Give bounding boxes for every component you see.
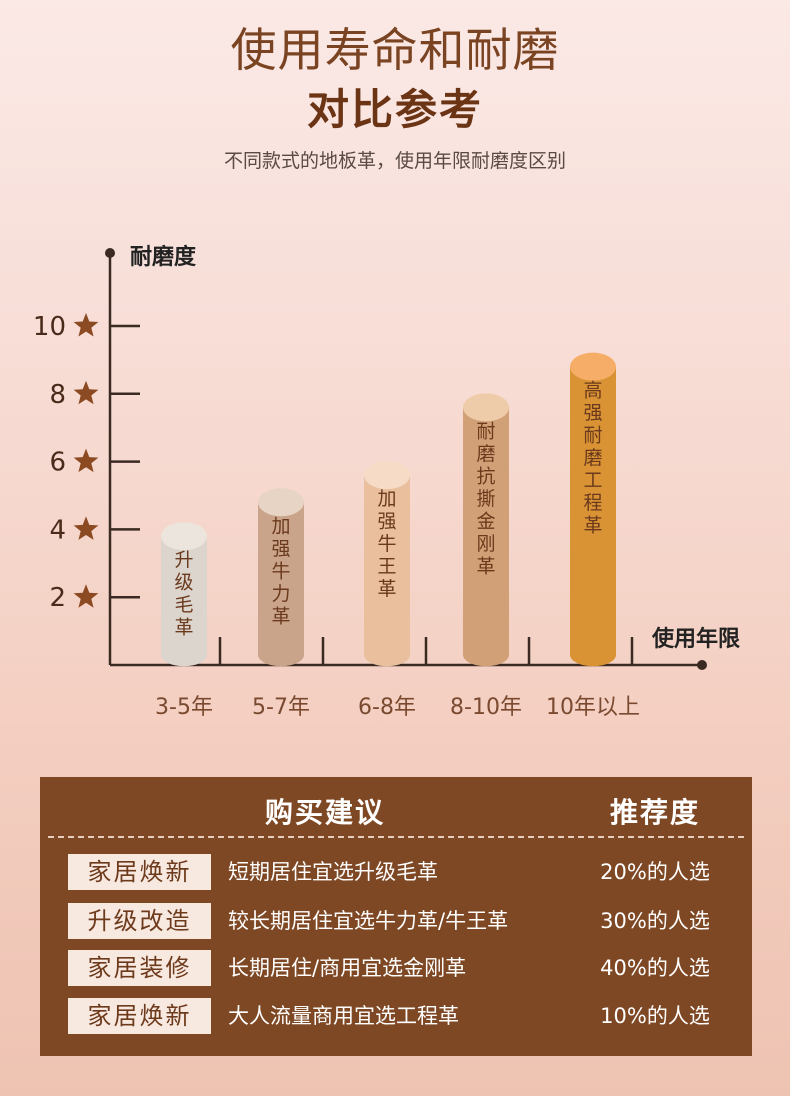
bar-top	[364, 461, 410, 490]
star-icon	[73, 448, 99, 473]
y-tick-label: 8	[49, 380, 66, 410]
bar-label-char: 磨	[583, 447, 602, 469]
bar	[364, 475, 411, 667]
page-subtitle: 不同款式的地板革，使用年限耐磨度区别	[223, 150, 566, 172]
x-tick-label: 8-10年	[450, 695, 522, 720]
advice-row: 家居装修 长期居住/商用宜选金刚革 40%的人选	[40, 950, 752, 988]
bar-label-char: 磨	[476, 443, 495, 465]
bar-top	[463, 393, 509, 422]
y-axis-label: 耐磨度	[130, 244, 197, 270]
bar-label-char: 级	[174, 572, 193, 594]
star-icon	[73, 584, 99, 608]
scenario-tag: 升级改造	[68, 903, 211, 939]
bar-label-char: 高	[583, 380, 602, 402]
divider	[48, 836, 744, 838]
bar-label-char: 革	[174, 617, 193, 639]
bar-label-char: 力	[271, 583, 290, 605]
page-title: 使用寿命和耐磨	[230, 23, 560, 77]
recommend-percent: 10%的人选	[600, 1004, 710, 1028]
x-axis-end-dot	[697, 660, 707, 670]
advice-text: 短期居住宜选升级毛革	[228, 860, 438, 884]
bar-label-char: 王	[377, 556, 396, 578]
durability-chart: 耐磨度使用年限246810升级毛革3-5年加强牛力革5-7年加强牛王革6-8年耐…	[33, 244, 740, 720]
bar-label-char: 刚	[476, 533, 495, 555]
recommend-percent: 40%的人选	[600, 956, 710, 980]
bar	[570, 366, 616, 667]
bar	[463, 407, 509, 667]
star-icon	[73, 516, 99, 540]
advice-column-header: 购买建议	[264, 796, 385, 829]
bar-label-char: 加	[271, 515, 290, 537]
bar-top	[161, 522, 207, 551]
star-icon	[73, 313, 99, 337]
scenario-tag: 家居焕新	[68, 998, 211, 1034]
bar-label-char: 抗	[476, 465, 495, 487]
bar-label-char: 毛	[174, 594, 193, 616]
advice-text: 大人流量商用宜选工程革	[228, 1004, 459, 1028]
bar-label-char: 强	[271, 538, 290, 560]
advice-text: 长期居住/商用宜选金刚革	[228, 956, 467, 980]
purchase-advice-panel: 购买建议 推荐度 家居焕新 短期居住宜选升级毛革 20%的人选 升级改造 较长期…	[40, 777, 752, 1056]
y-tick-label: 4	[49, 515, 66, 545]
recommend-percent: 30%的人选	[600, 909, 710, 933]
y-axis-end-dot	[105, 248, 115, 258]
advice-row: 升级改造 较长期居住宜选牛力革/牛王革 30%的人选	[40, 903, 752, 941]
scenario-tag: 家居装修	[68, 950, 211, 986]
bar-label-char: 升	[174, 549, 193, 571]
bar-label-char: 程	[583, 492, 602, 514]
advice-row: 家居焕新 短期居住宜选升级毛革 20%的人选	[40, 854, 752, 892]
bar	[161, 536, 207, 667]
bar-label-char: 耐	[583, 425, 602, 447]
bar-label-char: 革	[583, 515, 602, 537]
star-icon	[73, 380, 99, 405]
bar-label-char: 加	[377, 488, 396, 510]
bar-label-char: 耐	[476, 420, 495, 442]
recommend-column-header: 推荐度	[609, 796, 700, 829]
y-tick-label: 2	[49, 583, 66, 613]
scenario-tag: 家居焕新	[68, 854, 211, 890]
bar-label-char: 革	[476, 555, 495, 577]
x-tick-label: 3-5年	[155, 695, 213, 720]
page-title-emphasis: 对比参考	[306, 85, 483, 134]
x-tick-label: 10年以上	[546, 695, 640, 720]
y-tick-label: 10	[33, 312, 66, 342]
x-tick-label: 5-7年	[252, 695, 310, 720]
bar-label-char: 牛	[271, 560, 290, 582]
bar-label-char: 革	[271, 605, 290, 627]
bar-label-char: 革	[377, 578, 396, 600]
bar-top	[570, 352, 616, 381]
bar-label-char: 金	[476, 510, 495, 532]
advice-text: 较长期居住宜选牛力革/牛王革	[228, 909, 509, 933]
x-axis-label: 使用年限	[651, 626, 740, 652]
bar-top	[258, 488, 304, 517]
bar-label-char: 强	[583, 402, 602, 424]
bar-label-char: 撕	[476, 488, 495, 510]
bar	[258, 502, 304, 667]
bar-label-char: 工	[583, 470, 602, 492]
bar-label-char: 强	[377, 511, 396, 533]
recommend-percent: 20%的人选	[600, 860, 710, 884]
advice-row: 家居焕新 大人流量商用宜选工程革 10%的人选	[40, 998, 752, 1036]
x-tick-label: 6-8年	[358, 695, 416, 720]
bar-label-char: 牛	[377, 533, 396, 555]
y-tick-label: 6	[49, 448, 66, 478]
